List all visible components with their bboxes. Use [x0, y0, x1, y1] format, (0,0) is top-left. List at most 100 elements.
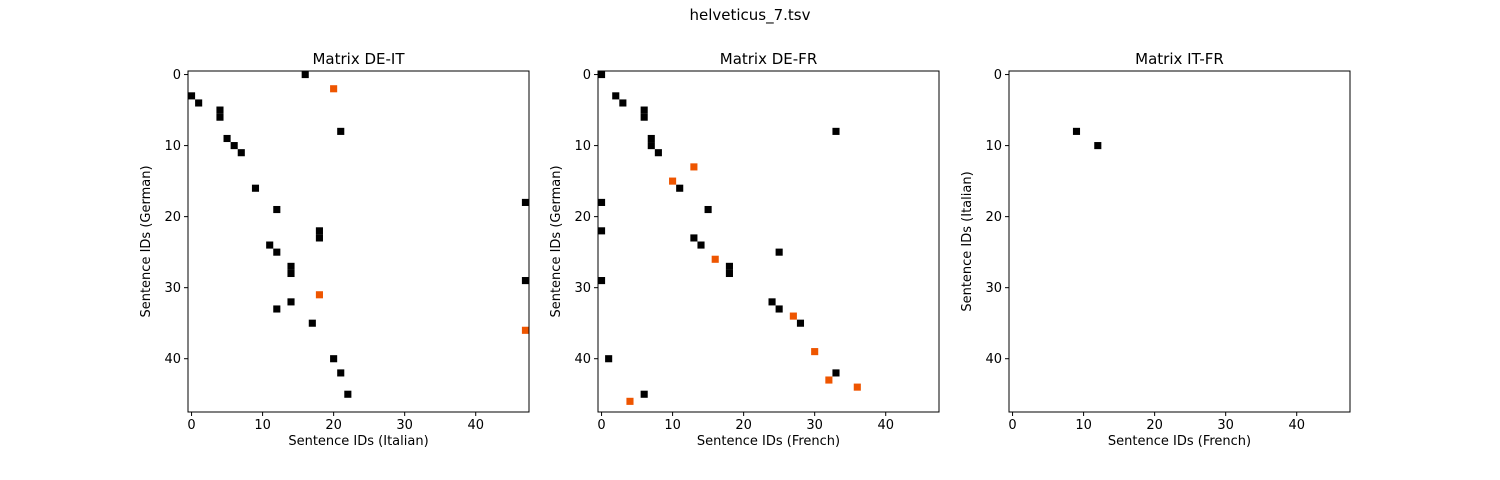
y-tick-label: 10 — [574, 139, 591, 154]
y-axis-label: Sentence IDs (German) — [549, 165, 564, 317]
panel-it-fr: 0 10 20 30 40 0 10 20 30 40 Matrix IT-FR Sentence I… — [960, 50, 1351, 449]
heatmap-cell — [654, 149, 662, 157]
x-tick-label: 40 — [877, 418, 894, 433]
panel-title: Matrix DE-IT — [312, 50, 405, 68]
heatmap-cell — [315, 234, 323, 242]
heatmap-cell — [273, 305, 281, 313]
x-tick-label: 20 — [325, 418, 342, 433]
plot-frame — [597, 70, 940, 413]
x-axis-label: Sentence IDs (French) — [1108, 434, 1251, 449]
y-tick-label: 10 — [164, 139, 181, 154]
heatmap-cell — [825, 376, 833, 384]
y-tick-label: 40 — [574, 352, 591, 367]
heatmap-cell — [330, 85, 338, 93]
heatmap-cell — [832, 369, 840, 377]
heatmap-cell — [796, 319, 805, 327]
heatmap-cell — [216, 106, 224, 114]
x-tick-label: 30 — [806, 418, 823, 433]
heatmap-cell — [287, 262, 295, 270]
heatmap-cell — [1072, 127, 1081, 135]
plot-frame — [1008, 70, 1351, 413]
heatmap-cell — [344, 390, 352, 398]
plot-area — [1009, 71, 1350, 412]
y-tick-label: 0 — [173, 68, 181, 83]
heatmap-cell — [337, 127, 345, 135]
heatmap-cell — [704, 205, 712, 214]
heatmap-cell — [251, 184, 260, 192]
y-tick-label: 30 — [985, 281, 1002, 296]
y-tick-label: 20 — [574, 210, 591, 225]
y-tick-label: 10 — [985, 139, 1002, 154]
heatmap-cell — [237, 149, 245, 157]
heatmap-cell — [690, 234, 698, 242]
x-tick-label: 40 — [467, 418, 484, 433]
heatmap-cell — [598, 198, 606, 206]
heatmap-cell — [697, 241, 705, 249]
heatmap-cell — [775, 248, 783, 256]
heatmap-cell — [330, 355, 338, 363]
heatmap-cell — [521, 277, 529, 285]
plot-area — [188, 71, 529, 412]
heatmap-cell — [640, 106, 648, 114]
x-tick-label: 20 — [1146, 418, 1163, 433]
heatmap-cell — [725, 262, 733, 270]
heatmap-cell — [598, 227, 606, 235]
heatmap-cell — [647, 142, 655, 150]
x-tick-label: 40 — [1288, 418, 1305, 433]
heatmap-cell — [669, 177, 677, 185]
plot-frame — [187, 70, 530, 413]
heatmap-cell — [612, 92, 620, 100]
x-tick-label: 20 — [735, 418, 752, 433]
heatmap-cell — [768, 298, 776, 306]
heatmap-cell — [216, 113, 224, 121]
panel-de-it: 0 10 20 30 40 0 10 20 30 40 Matrix DE-IT Sentence I… — [139, 50, 530, 449]
heatmap-cell — [647, 134, 655, 143]
heatmap-cell — [725, 269, 733, 278]
heatmap-cell — [188, 92, 196, 100]
panel-title: Matrix DE-FR — [720, 50, 818, 68]
heatmap-cell — [640, 113, 648, 121]
heatmap-cell — [195, 99, 203, 107]
heatmap-cell — [811, 348, 819, 356]
y-tick-label: 0 — [994, 68, 1002, 83]
heatmap-cell — [626, 397, 634, 405]
heatmap-cell — [789, 312, 797, 320]
heatmap-cell — [521, 326, 529, 334]
heatmap-cell — [690, 163, 698, 171]
panel-de-fr: 0 10 20 30 40 0 10 20 30 40 Matrix DE-FR Sentence I… — [549, 50, 940, 449]
heatmap-cell — [775, 305, 783, 313]
plot-area — [598, 71, 939, 412]
heatmap-cell — [230, 142, 238, 150]
y-tick-label: 20 — [985, 210, 1002, 225]
heatmap-cell — [711, 255, 719, 263]
heatmap-cell — [605, 355, 613, 363]
heatmap-cell — [337, 369, 345, 377]
heatmap-cell — [521, 198, 529, 206]
x-tick-label: 10 — [664, 418, 681, 433]
x-tick-label: 30 — [396, 418, 413, 433]
y-tick-label: 30 — [164, 281, 181, 296]
heatmap-cell — [619, 99, 627, 107]
heatmap-cell — [640, 390, 648, 398]
heatmap-cell — [853, 383, 861, 391]
x-tick-label: 10 — [254, 418, 271, 433]
heatmap-cell — [315, 227, 323, 235]
heatmap-cell — [301, 71, 309, 79]
heatmap-cell — [832, 127, 840, 135]
x-axis-label: Sentence IDs (Italian) — [288, 434, 428, 449]
y-tick-label: 0 — [583, 68, 591, 83]
heatmap-cell — [598, 277, 606, 285]
y-tick-label: 40 — [985, 352, 1002, 367]
x-tick-label: 30 — [1217, 418, 1234, 433]
heatmap-cell — [308, 319, 316, 327]
y-tick-label: 20 — [164, 210, 181, 225]
figure-title: helveticus_7.tsv — [689, 6, 811, 24]
heatmap-cell — [676, 184, 684, 192]
heatmap-cell — [287, 298, 295, 306]
heatmap-cell — [273, 205, 281, 214]
panel-title: Matrix IT-FR — [1135, 50, 1224, 68]
heatmap-cell — [315, 291, 323, 299]
heatmap-cell — [273, 248, 281, 256]
x-tick-label: 10 — [1075, 418, 1092, 433]
